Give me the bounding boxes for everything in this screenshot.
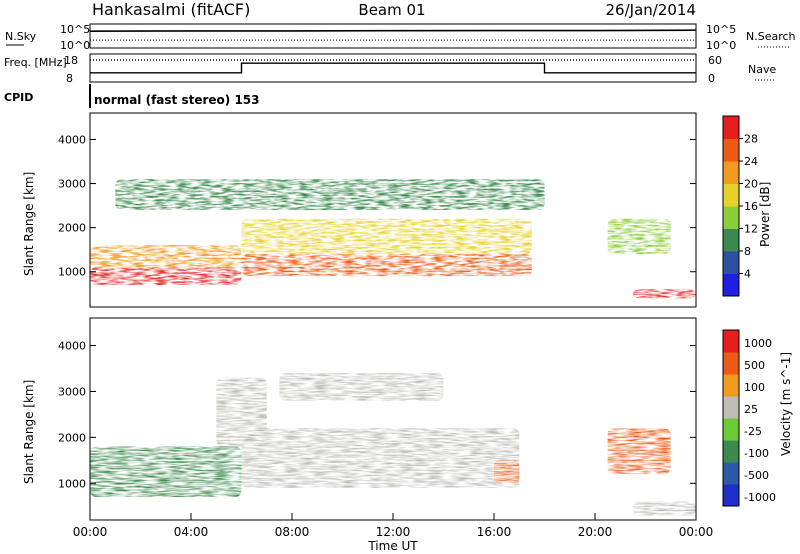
x-axis-label: Time UT [367,539,418,553]
velocity-ytick-label-1: 2000 [58,431,86,444]
velocity-colorbar-frame [722,329,740,507]
x-tick-label-0: 00:00 [73,525,108,539]
power-colorbar-label: Power [dB] [758,182,772,247]
x-tick-label-4: 16:00 [477,525,512,539]
velocity-region-1 [241,428,520,488]
velocity-ylabel: Slant Range [km] [22,380,36,484]
velocity-region-6 [632,501,696,516]
power-region-4 [115,179,545,210]
noise-tick-bottom: 10^0 [60,39,90,52]
velocity-colorbar-label-0: 1000 [744,337,772,350]
noise-right-label: N.Search [746,30,796,43]
power-colorbar-swatch-2 [723,228,739,252]
x-tick-label-5: 20:00 [578,525,613,539]
date-title: 26/Jan/2014 [606,1,697,19]
velocity-colorbar-swatch-6 [723,352,739,375]
power-region-1 [90,245,242,268]
power-colorbar-label-4: 20 [744,178,758,191]
power-colorbar-label-5: 24 [744,155,758,168]
velocity-region-5 [607,428,671,475]
power-region-2 [241,254,532,277]
nave-tick-top: 60 [708,54,722,67]
velocity-region-3 [279,373,444,401]
power-colorbar-label-0: 4 [744,268,751,281]
cpid-value: normal (fast stereo) 153 [94,93,260,107]
power-region-0 [90,267,242,285]
power-colorbar-swatch-3 [723,206,739,229]
velocity-colorbar-label-5: -100 [744,447,769,460]
velocity-colorbar-label-1: 500 [744,359,765,372]
velocity-colorbar-swatch-3 [723,418,739,441]
velocity-region-4 [494,460,520,484]
velocity-colorbar-label-3: 25 [744,403,758,416]
x-tick-label-2: 08:00 [275,525,310,539]
nave-label: Nave [748,63,776,76]
power-colorbar-label-6: 28 [744,133,758,146]
frequency-tick-top: 18 [64,54,78,67]
power-region-6 [632,289,696,299]
frequency-tick-bottom: 8 [66,72,73,85]
x-tick-label-6: 00:00 [679,525,714,539]
power-colorbar-label-1: 8 [744,245,751,258]
power-region-3 [241,218,532,255]
nave-tick-bottom: 0 [708,72,715,85]
power-ytick-label-1: 2000 [58,222,86,235]
power-ylabel: Slant Range [km] [22,172,36,276]
frequency-panel: Freq. [MHz] 18 8 60 0 Nave [4,53,776,85]
velocity-region-2 [216,377,267,447]
velocity-colorbar-label-4: -25 [744,425,762,438]
velocity-colorbar-label-6: -500 [744,469,769,482]
frequency-label: Freq. [MHz] [4,56,67,69]
station-title: Hankasalmi (fitACF) [92,0,250,19]
velocity-colorbar-swatch-1 [723,462,739,485]
noise-frame [89,23,697,49]
velocity-colorbar-swatch-5 [723,374,739,397]
noise-right-tick-top: 10^5 [706,23,736,36]
velocity-ytick-label-0: 1000 [58,477,86,490]
x-tick-label-1: 04:00 [174,525,209,539]
power-colorbar-swatch-5 [723,161,739,184]
velocity-colorbar-swatch-0 [723,484,739,507]
power-panel: Slant Range [km] 1000 2000 3000 4000 4 8 12 16… [22,112,772,308]
noise-left-label: N.Sky [5,30,37,43]
velocity-colorbar-swatch-7 [723,330,739,353]
power-colorbar-label-3: 16 [744,200,758,213]
power-colorbar-swatch-7 [723,116,739,139]
power-ytick-label-3: 4000 [58,133,86,146]
velocity-region-0 [90,446,242,497]
velocity-ytick-label-3: 4000 [58,340,86,353]
frequency-frame [89,53,697,83]
velocity-colorbar-label-7: -1000 [744,491,776,504]
cpid-panel: CPID normal (fast stereo) 153 [4,84,260,108]
power-colorbar-swatch-0 [723,273,739,297]
power-frame [89,112,697,308]
beam-title: Beam 01 [358,1,425,19]
velocity-colorbar-label-2: 100 [744,381,765,394]
velocity-colorbar-label: Velocity [m s^-1] [779,352,793,456]
noise-series-0 [89,29,697,32]
noise-right-tick-bottom: 10^0 [706,39,736,52]
power-colorbar-swatch-6 [723,138,739,162]
frequency-series-0 [90,62,696,74]
noise-tick-top: 10^5 [60,23,90,36]
velocity-colorbar-swatch-2 [723,440,739,463]
velocity-ytick-label-2: 3000 [58,385,86,398]
x-tick-label-3: 12:00 [376,525,411,539]
velocity-colorbar-swatch-4 [723,396,739,419]
power-ytick-label-2: 3000 [58,178,86,191]
power-colorbar-swatch-1 [723,251,739,274]
power-colorbar-swatch-4 [723,183,739,207]
cpid-label: CPID [4,91,33,104]
power-colorbar-label-2: 12 [744,223,758,236]
noise-panel: N.Sky 10^5 10^0 10^5 10^0 N.Search [5,23,796,52]
power-ytick-label-0: 1000 [58,266,86,279]
velocity-panel: Slant Range [km] 1000 2000 3000 4000 00:00 0… [22,317,793,553]
power-region-5 [607,218,671,255]
